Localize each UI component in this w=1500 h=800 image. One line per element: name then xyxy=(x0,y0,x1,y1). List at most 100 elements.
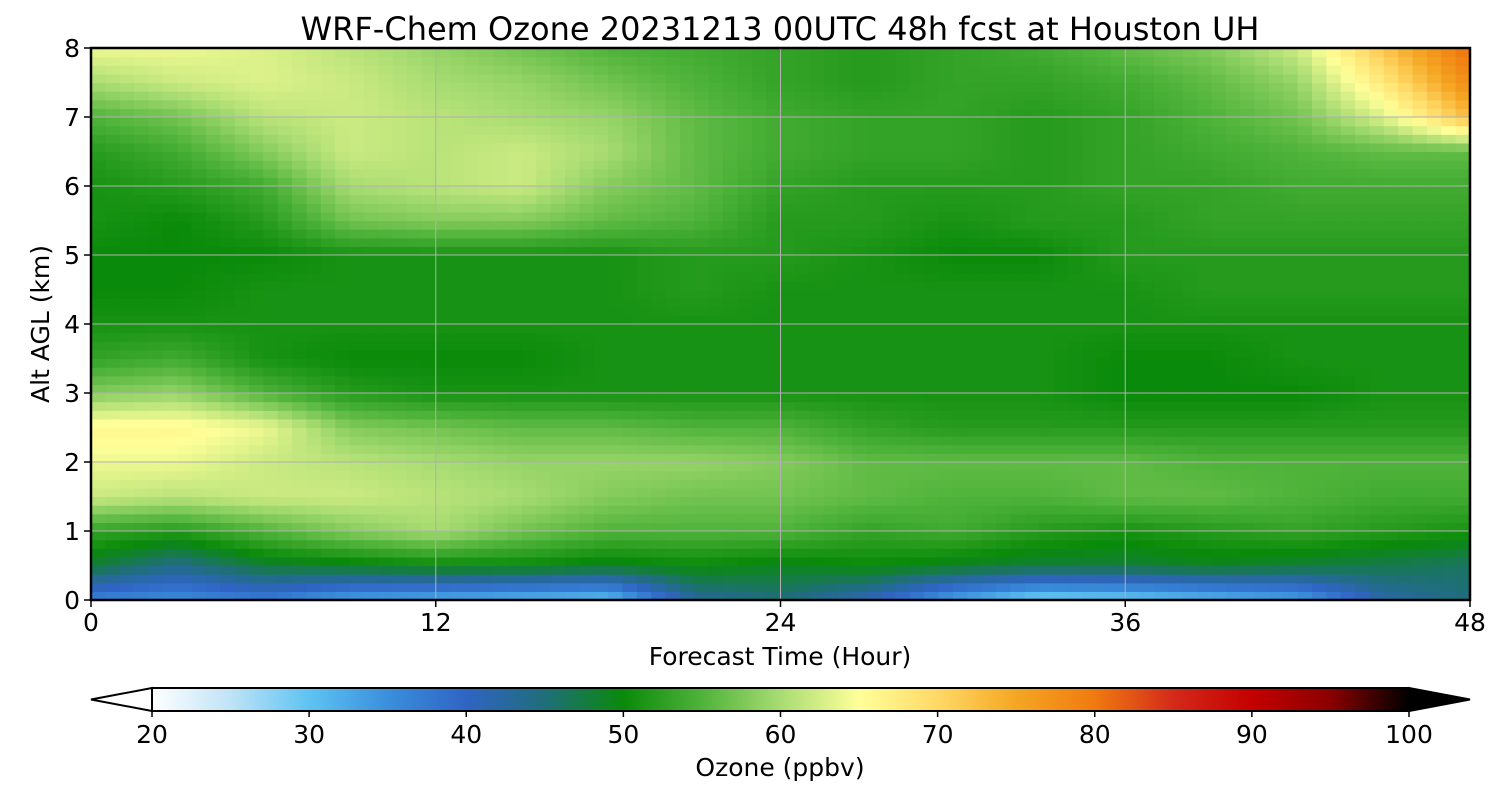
heatmap-cell xyxy=(952,444,968,454)
heatmap-cell xyxy=(1398,186,1414,196)
heatmap-cell xyxy=(378,427,394,437)
heatmap-cell xyxy=(335,505,351,515)
heatmap-cell xyxy=(665,306,681,316)
heatmap-cell xyxy=(1182,453,1198,463)
heatmap-cell xyxy=(205,229,221,239)
heatmap-cell xyxy=(1297,263,1313,273)
heatmap-cell xyxy=(191,315,207,325)
heatmap-cell xyxy=(105,203,121,213)
heatmap-cell xyxy=(536,263,552,273)
heatmap-cell xyxy=(1039,324,1055,334)
heatmap-cell xyxy=(1039,462,1055,472)
heatmap-cell xyxy=(938,324,954,334)
heatmap-cell xyxy=(579,177,595,187)
heatmap-cell xyxy=(536,203,552,213)
heatmap-cell xyxy=(823,341,839,351)
heatmap-cell xyxy=(1096,324,1112,334)
heatmap-cell xyxy=(679,574,695,584)
heatmap-cell xyxy=(579,349,595,360)
heatmap-cell xyxy=(220,531,236,541)
heatmap-cell xyxy=(679,410,695,420)
heatmap-cell xyxy=(1182,186,1198,196)
heatmap-cell xyxy=(1082,367,1098,377)
heatmap-cell xyxy=(579,462,595,472)
heatmap-cell xyxy=(952,565,968,575)
heatmap-cell xyxy=(1182,237,1198,247)
heatmap-cell xyxy=(1024,436,1040,446)
heatmap-cell xyxy=(335,306,351,316)
heatmap-cell xyxy=(1355,186,1371,196)
heatmap-cell xyxy=(1398,263,1414,273)
heatmap-cell xyxy=(1326,522,1342,532)
heatmap-cell xyxy=(1297,237,1313,247)
heatmap-cell xyxy=(478,341,494,351)
heatmap-cell xyxy=(1355,556,1371,567)
heatmap-cell xyxy=(837,151,853,161)
heatmap-cell xyxy=(378,211,394,222)
heatmap-cell xyxy=(565,401,580,411)
heatmap-cell xyxy=(1355,548,1371,558)
heatmap-cell xyxy=(952,332,968,342)
heatmap-cell xyxy=(823,574,839,584)
heatmap-cell xyxy=(1240,410,1256,420)
heatmap-cell xyxy=(363,306,379,316)
heatmap-cell xyxy=(493,358,509,368)
heatmap-cell xyxy=(636,479,652,489)
heatmap-cell xyxy=(450,470,466,480)
heatmap-cell xyxy=(1053,263,1069,273)
heatmap-cell xyxy=(1383,401,1399,411)
heatmap-cell xyxy=(909,289,925,299)
heatmap-cell xyxy=(450,332,466,342)
heatmap-cell xyxy=(852,186,868,196)
heatmap-cell xyxy=(435,263,451,273)
heatmap-cell xyxy=(866,582,882,592)
heatmap-cell xyxy=(450,341,466,351)
heatmap-cell xyxy=(881,246,897,256)
heatmap-cell xyxy=(852,220,868,230)
heatmap-cell xyxy=(1125,211,1141,222)
heatmap-cell xyxy=(421,565,437,575)
heatmap-cell xyxy=(895,393,911,403)
heatmap-cell xyxy=(651,349,667,360)
heatmap-cell xyxy=(191,151,207,161)
heatmap-cell xyxy=(622,539,638,549)
heatmap-cell xyxy=(723,462,738,472)
heatmap-cell xyxy=(938,522,954,532)
heatmap-cell xyxy=(751,522,767,532)
heatmap-cell xyxy=(292,237,308,247)
heatmap-cell xyxy=(220,332,236,342)
heatmap-cell xyxy=(349,177,365,187)
heatmap-cell xyxy=(306,574,322,584)
heatmap-cell xyxy=(205,151,221,161)
heatmap-cell xyxy=(148,556,164,567)
heatmap-cell xyxy=(1355,574,1371,584)
heatmap-cell xyxy=(1426,582,1442,592)
heatmap-cell xyxy=(895,289,911,299)
heatmap-cell xyxy=(478,462,494,472)
heatmap-cell xyxy=(1125,358,1141,368)
heatmap-cell xyxy=(608,229,624,239)
heatmap-cell xyxy=(134,186,150,196)
heatmap-cell xyxy=(493,263,509,273)
heatmap-cell xyxy=(1125,168,1141,178)
heatmap-cell xyxy=(995,470,1011,480)
heatmap-cell xyxy=(1398,556,1414,567)
heatmap-cell xyxy=(794,487,810,498)
heatmap-cell xyxy=(507,444,523,454)
heatmap-cell xyxy=(866,211,882,222)
heatmap-cell xyxy=(837,203,853,213)
heatmap-cell xyxy=(651,289,667,299)
heatmap-cell xyxy=(105,289,121,299)
heatmap-cell xyxy=(1082,539,1098,549)
heatmap-cell xyxy=(1010,280,1026,291)
heatmap-cell xyxy=(679,548,695,558)
heatmap-cell xyxy=(450,358,466,368)
heatmap-cell xyxy=(1297,358,1313,368)
heatmap-cell xyxy=(507,582,523,592)
heatmap-cell xyxy=(679,531,695,541)
heatmap-cell xyxy=(521,470,537,480)
heatmap-cell xyxy=(1197,513,1213,523)
heatmap-cell xyxy=(1125,272,1141,282)
heatmap-cell xyxy=(1240,556,1256,567)
heatmap-cell xyxy=(622,384,638,394)
